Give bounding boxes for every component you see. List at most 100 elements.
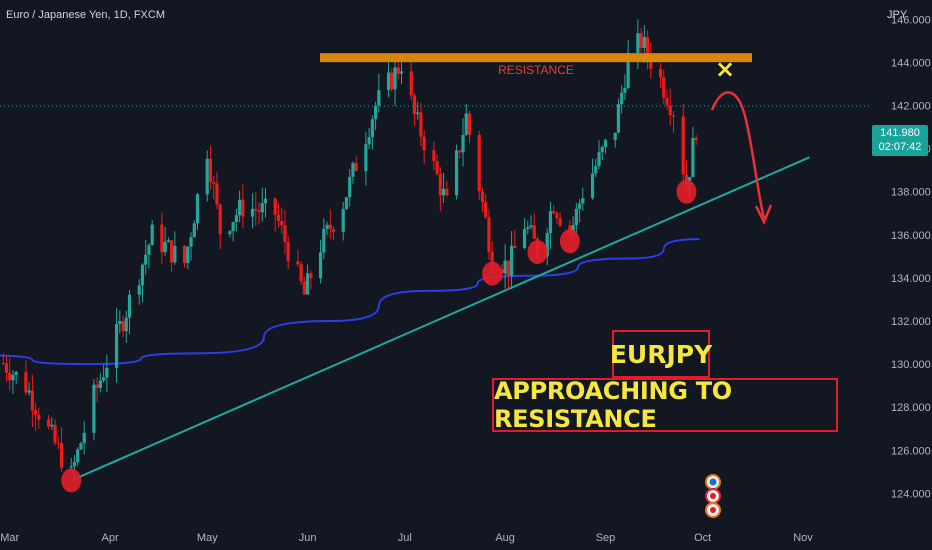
candle-body bbox=[76, 449, 80, 463]
swing-low-marker bbox=[676, 179, 697, 204]
candle-body bbox=[532, 225, 536, 239]
candle-body bbox=[166, 240, 170, 242]
candle-body bbox=[522, 228, 527, 249]
time-tick-label: Sep bbox=[596, 532, 616, 544]
candle-body bbox=[373, 105, 378, 120]
price-tick-label: 144.000 bbox=[891, 57, 931, 69]
candle-body bbox=[590, 173, 595, 199]
candle-body bbox=[69, 466, 73, 468]
candle-body bbox=[263, 198, 268, 204]
candle-body bbox=[344, 197, 349, 209]
time-tick-label: Aug bbox=[495, 532, 515, 544]
candle-body bbox=[27, 390, 31, 393]
candle-body bbox=[195, 194, 200, 224]
candle-body bbox=[137, 285, 141, 295]
candle-body bbox=[53, 424, 57, 443]
candle-body bbox=[548, 211, 553, 233]
arrow-head-icon bbox=[754, 204, 773, 226]
candle-body bbox=[419, 112, 423, 137]
candle-body bbox=[8, 372, 12, 381]
candle-body bbox=[412, 95, 417, 115]
candle-body bbox=[341, 208, 345, 232]
candle-body bbox=[626, 52, 630, 88]
candle-body bbox=[458, 150, 462, 153]
candle-body bbox=[98, 380, 102, 388]
coin-stack-icon bbox=[705, 474, 721, 518]
candle-body bbox=[150, 224, 154, 246]
candle-body bbox=[390, 72, 394, 90]
price-tick-label: 130.000 bbox=[891, 359, 931, 371]
candle-body bbox=[506, 260, 510, 276]
candle-body bbox=[231, 222, 235, 232]
candle-body bbox=[296, 261, 300, 265]
candle-body bbox=[600, 147, 604, 153]
resistance-bar bbox=[320, 53, 752, 63]
price-tick-label: 128.000 bbox=[891, 402, 931, 414]
candle-body bbox=[309, 273, 313, 279]
candle-body bbox=[552, 211, 556, 214]
candle-body bbox=[118, 321, 122, 324]
candle-body bbox=[509, 245, 514, 276]
candle-body bbox=[665, 97, 669, 106]
candle-body bbox=[46, 419, 51, 427]
candle-body bbox=[616, 104, 621, 133]
candle-body bbox=[250, 208, 255, 217]
candle-body bbox=[480, 191, 485, 203]
price-axis[interactable]: 146.000144.000142.000140.000138.000136.0… bbox=[891, 14, 931, 500]
candle-body bbox=[14, 371, 18, 376]
resistance-label: RESISTANCE bbox=[498, 63, 574, 77]
moving-average-line bbox=[0, 238, 700, 366]
candle-body bbox=[92, 384, 96, 433]
candle-body bbox=[218, 204, 222, 235]
candle-body bbox=[645, 36, 650, 57]
candle-body bbox=[484, 202, 488, 218]
candle-body bbox=[432, 150, 436, 162]
candle-body bbox=[82, 432, 86, 444]
candle-body bbox=[102, 377, 106, 381]
candle-body bbox=[623, 87, 627, 93]
price-tick-label: 134.000 bbox=[891, 273, 931, 285]
subtitle-box: APPROACHING TO RESISTANCE bbox=[492, 377, 838, 433]
price-tick-label: 136.000 bbox=[891, 230, 931, 242]
swing-low-marker bbox=[482, 261, 503, 286]
candle-body bbox=[487, 217, 491, 252]
candle-body bbox=[212, 181, 216, 184]
symbol-title[interactable]: Euro / Japanese Yen, 1D, FXCM bbox=[6, 9, 165, 21]
candle-body bbox=[348, 176, 352, 198]
time-axis[interactable]: Mar Apr May Jun Jul Aug Sep Oct Nov bbox=[0, 532, 813, 544]
candle-body bbox=[367, 137, 371, 145]
candle-body bbox=[386, 72, 391, 91]
candle-body bbox=[50, 424, 54, 427]
candle-body bbox=[558, 218, 562, 226]
candle-body bbox=[182, 245, 187, 264]
candle-body bbox=[668, 105, 672, 116]
candle-body bbox=[11, 375, 15, 381]
price-tick-label: 124.000 bbox=[891, 488, 931, 500]
candle-body bbox=[603, 139, 608, 148]
candle-body bbox=[581, 198, 585, 204]
candle-body bbox=[416, 112, 420, 115]
candle-body bbox=[377, 90, 381, 106]
x-mark-icon: × bbox=[715, 55, 735, 83]
time-tick-label: Jun bbox=[299, 532, 317, 544]
projection-arrow bbox=[710, 91, 773, 226]
candle-body bbox=[170, 240, 174, 263]
candle-body bbox=[545, 232, 549, 257]
time-tick-label: Apr bbox=[102, 532, 119, 544]
swing-low-marker bbox=[559, 229, 580, 254]
candle-body bbox=[681, 116, 685, 175]
candle-body bbox=[283, 225, 287, 243]
candle-body bbox=[189, 237, 193, 247]
candle-body bbox=[409, 71, 413, 96]
candle-body bbox=[454, 150, 459, 196]
candle-body bbox=[322, 228, 326, 253]
time-tick-label: Nov bbox=[793, 532, 813, 544]
swing-low-marker bbox=[61, 468, 82, 493]
candle-body bbox=[121, 321, 125, 332]
candle-body bbox=[503, 260, 507, 274]
candle-body bbox=[215, 183, 219, 205]
candle-body bbox=[192, 223, 196, 238]
candle-body bbox=[445, 188, 449, 196]
candle-body bbox=[208, 158, 213, 182]
